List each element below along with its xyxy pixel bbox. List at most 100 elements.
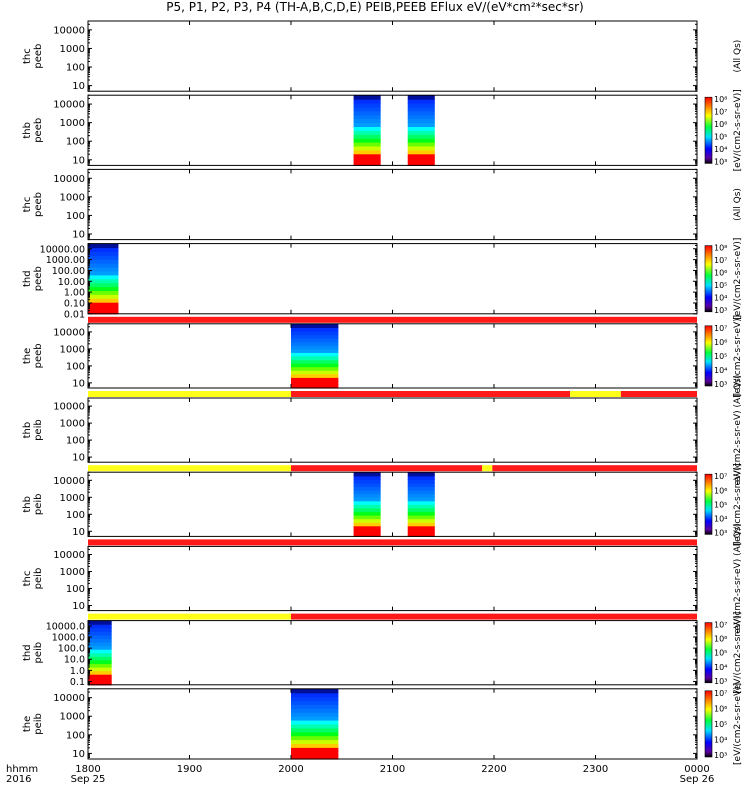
y-tick-label: 10000.0 — [46, 621, 85, 632]
y-tick-label: 0.01 — [64, 309, 85, 320]
colorbar-tick-label: 10⁷ — [714, 108, 727, 117]
spectrogram-cell — [88, 659, 112, 664]
colorbar-tick-label: 10³ — [714, 157, 727, 166]
colorbar-label: [eV/(cm2-s-sr-eV)] — [733, 683, 743, 765]
x-tick-label: 2000 — [278, 764, 303, 775]
spectrogram-cell — [291, 366, 339, 371]
spectrogram-cell — [88, 278, 119, 284]
spectrogram-cell — [88, 282, 119, 288]
y-tick-label: 1000 — [60, 567, 85, 578]
y-tick-label: 100 — [66, 211, 85, 222]
spectrogram-block — [88, 243, 119, 315]
spectrogram-cell — [407, 522, 435, 527]
y-axis-label: peib — [33, 568, 44, 590]
y-axis-label: thd — [22, 270, 33, 287]
flag-bar-segment — [291, 391, 571, 397]
spectrogram-cell — [407, 490, 435, 495]
spectrogram-cell — [291, 345, 339, 350]
spectrogram-cell — [407, 138, 435, 143]
y-tick-label: 10000 — [53, 174, 85, 185]
y-tick-label: 10 — [72, 749, 85, 760]
colorbar-tick-label: 10⁴ — [714, 514, 727, 523]
spectrogram-cell — [291, 377, 339, 382]
y-tick-label: 1000 — [60, 118, 85, 129]
spectrogram-cell — [291, 363, 339, 368]
colorbar — [704, 96, 713, 164]
spectrogram-cell — [407, 504, 435, 509]
panel-frame — [87, 620, 698, 686]
spectrogram-cell — [88, 255, 119, 260]
spectrogram-cell — [353, 511, 381, 516]
panel-frame — [87, 688, 698, 760]
y-tick-label: 100 — [66, 436, 85, 447]
panel-frame — [87, 323, 698, 389]
spectrogram-cell — [291, 747, 339, 752]
y-axis-label: peib — [33, 713, 44, 735]
y-tick-label: 10 — [72, 81, 85, 92]
spectrogram-cell — [88, 645, 112, 650]
spectrogram-cell — [407, 157, 435, 163]
spectrogram-cell — [291, 355, 339, 361]
colorbar-label: eV/(cm2-s-sr-eV) (All Qs) — [733, 375, 743, 486]
spectrogram-cell — [407, 145, 435, 151]
spectrogram-cell — [407, 482, 435, 488]
y-tick-label: 10 — [72, 378, 85, 389]
y-tick-label: 10 — [72, 601, 85, 612]
spectrogram-cell — [88, 286, 119, 291]
spectrogram-cell — [353, 114, 381, 120]
spectrogram-block — [353, 472, 381, 537]
panel-1: 10 100 1000 10000 thc peeb (All Qs) — [22, 20, 743, 92]
x-tick-label: 0000 — [684, 764, 709, 775]
colorbar-tick-label: 10⁷ — [714, 689, 727, 698]
colorbar — [704, 690, 713, 758]
spectrogram-cell — [353, 134, 381, 139]
spectrogram-cell — [407, 134, 435, 139]
spectrogram-cell — [407, 142, 435, 147]
spectrogram-cell — [291, 327, 339, 332]
spectrogram-block — [407, 472, 435, 537]
spectrogram-cell — [291, 735, 339, 741]
spectrogram-cell — [407, 493, 435, 498]
panel-8: 10 100 1000 10000 thc peib eV/(cm2-s-sr-eV) (A… — [22, 523, 743, 634]
spectrogram-cell — [88, 642, 112, 647]
flag-bar-segment — [88, 539, 697, 546]
colorbar-tick-label: 10⁷ — [714, 324, 727, 333]
y-tick-label: 1000.0 — [52, 633, 85, 644]
panel-frame — [87, 243, 698, 315]
flag-bar-segment — [291, 613, 697, 620]
spectrogram-cell — [88, 638, 112, 643]
y-axis-label: thc — [22, 197, 33, 213]
spectrogram-cell — [407, 518, 435, 523]
colorbar-tick-label: 10⁷ — [714, 621, 727, 630]
y-tick-label: 100 — [66, 510, 85, 521]
colorbar-tick-label: 10⁸ — [714, 244, 727, 253]
y-tick-label: 100 — [66, 584, 85, 595]
spectrogram-cell — [353, 522, 381, 527]
panel-10: 10 100 1000 10000 the peib 10³ 10⁴ 10⁵ 10⁶ 10⁷ [eV/… — [22, 683, 743, 765]
spectrogram-cell — [407, 515, 435, 520]
spectrogram-cell — [291, 696, 339, 702]
spectrogram-cell — [407, 103, 435, 108]
spectrogram-cell — [353, 504, 381, 509]
y-tick-label: 100.00 — [52, 266, 85, 277]
spectrogram-cell — [353, 126, 381, 131]
spectrogram-cell — [353, 475, 381, 480]
spectrogram-cell — [88, 302, 119, 307]
spectrogram-cell — [353, 130, 381, 135]
spectrogram-cell — [407, 126, 435, 131]
panel-frame — [87, 545, 698, 612]
flag-bar-segment — [482, 465, 493, 472]
spectrogram-cell — [353, 529, 381, 534]
colorbar-tick-label: 10⁶ — [714, 635, 727, 644]
spectrogram-cell — [353, 515, 381, 520]
colorbar-tick-label: 10⁵ — [714, 500, 727, 509]
spectrogram-cell — [291, 751, 339, 756]
spectrogram-cell — [88, 247, 119, 252]
flag-bar-segment — [88, 465, 291, 472]
colorbar-tick-label: 10⁶ — [714, 120, 727, 129]
spectrogram-cell — [88, 631, 112, 636]
spectrogram-cell — [88, 267, 119, 272]
colorbar — [704, 325, 713, 387]
